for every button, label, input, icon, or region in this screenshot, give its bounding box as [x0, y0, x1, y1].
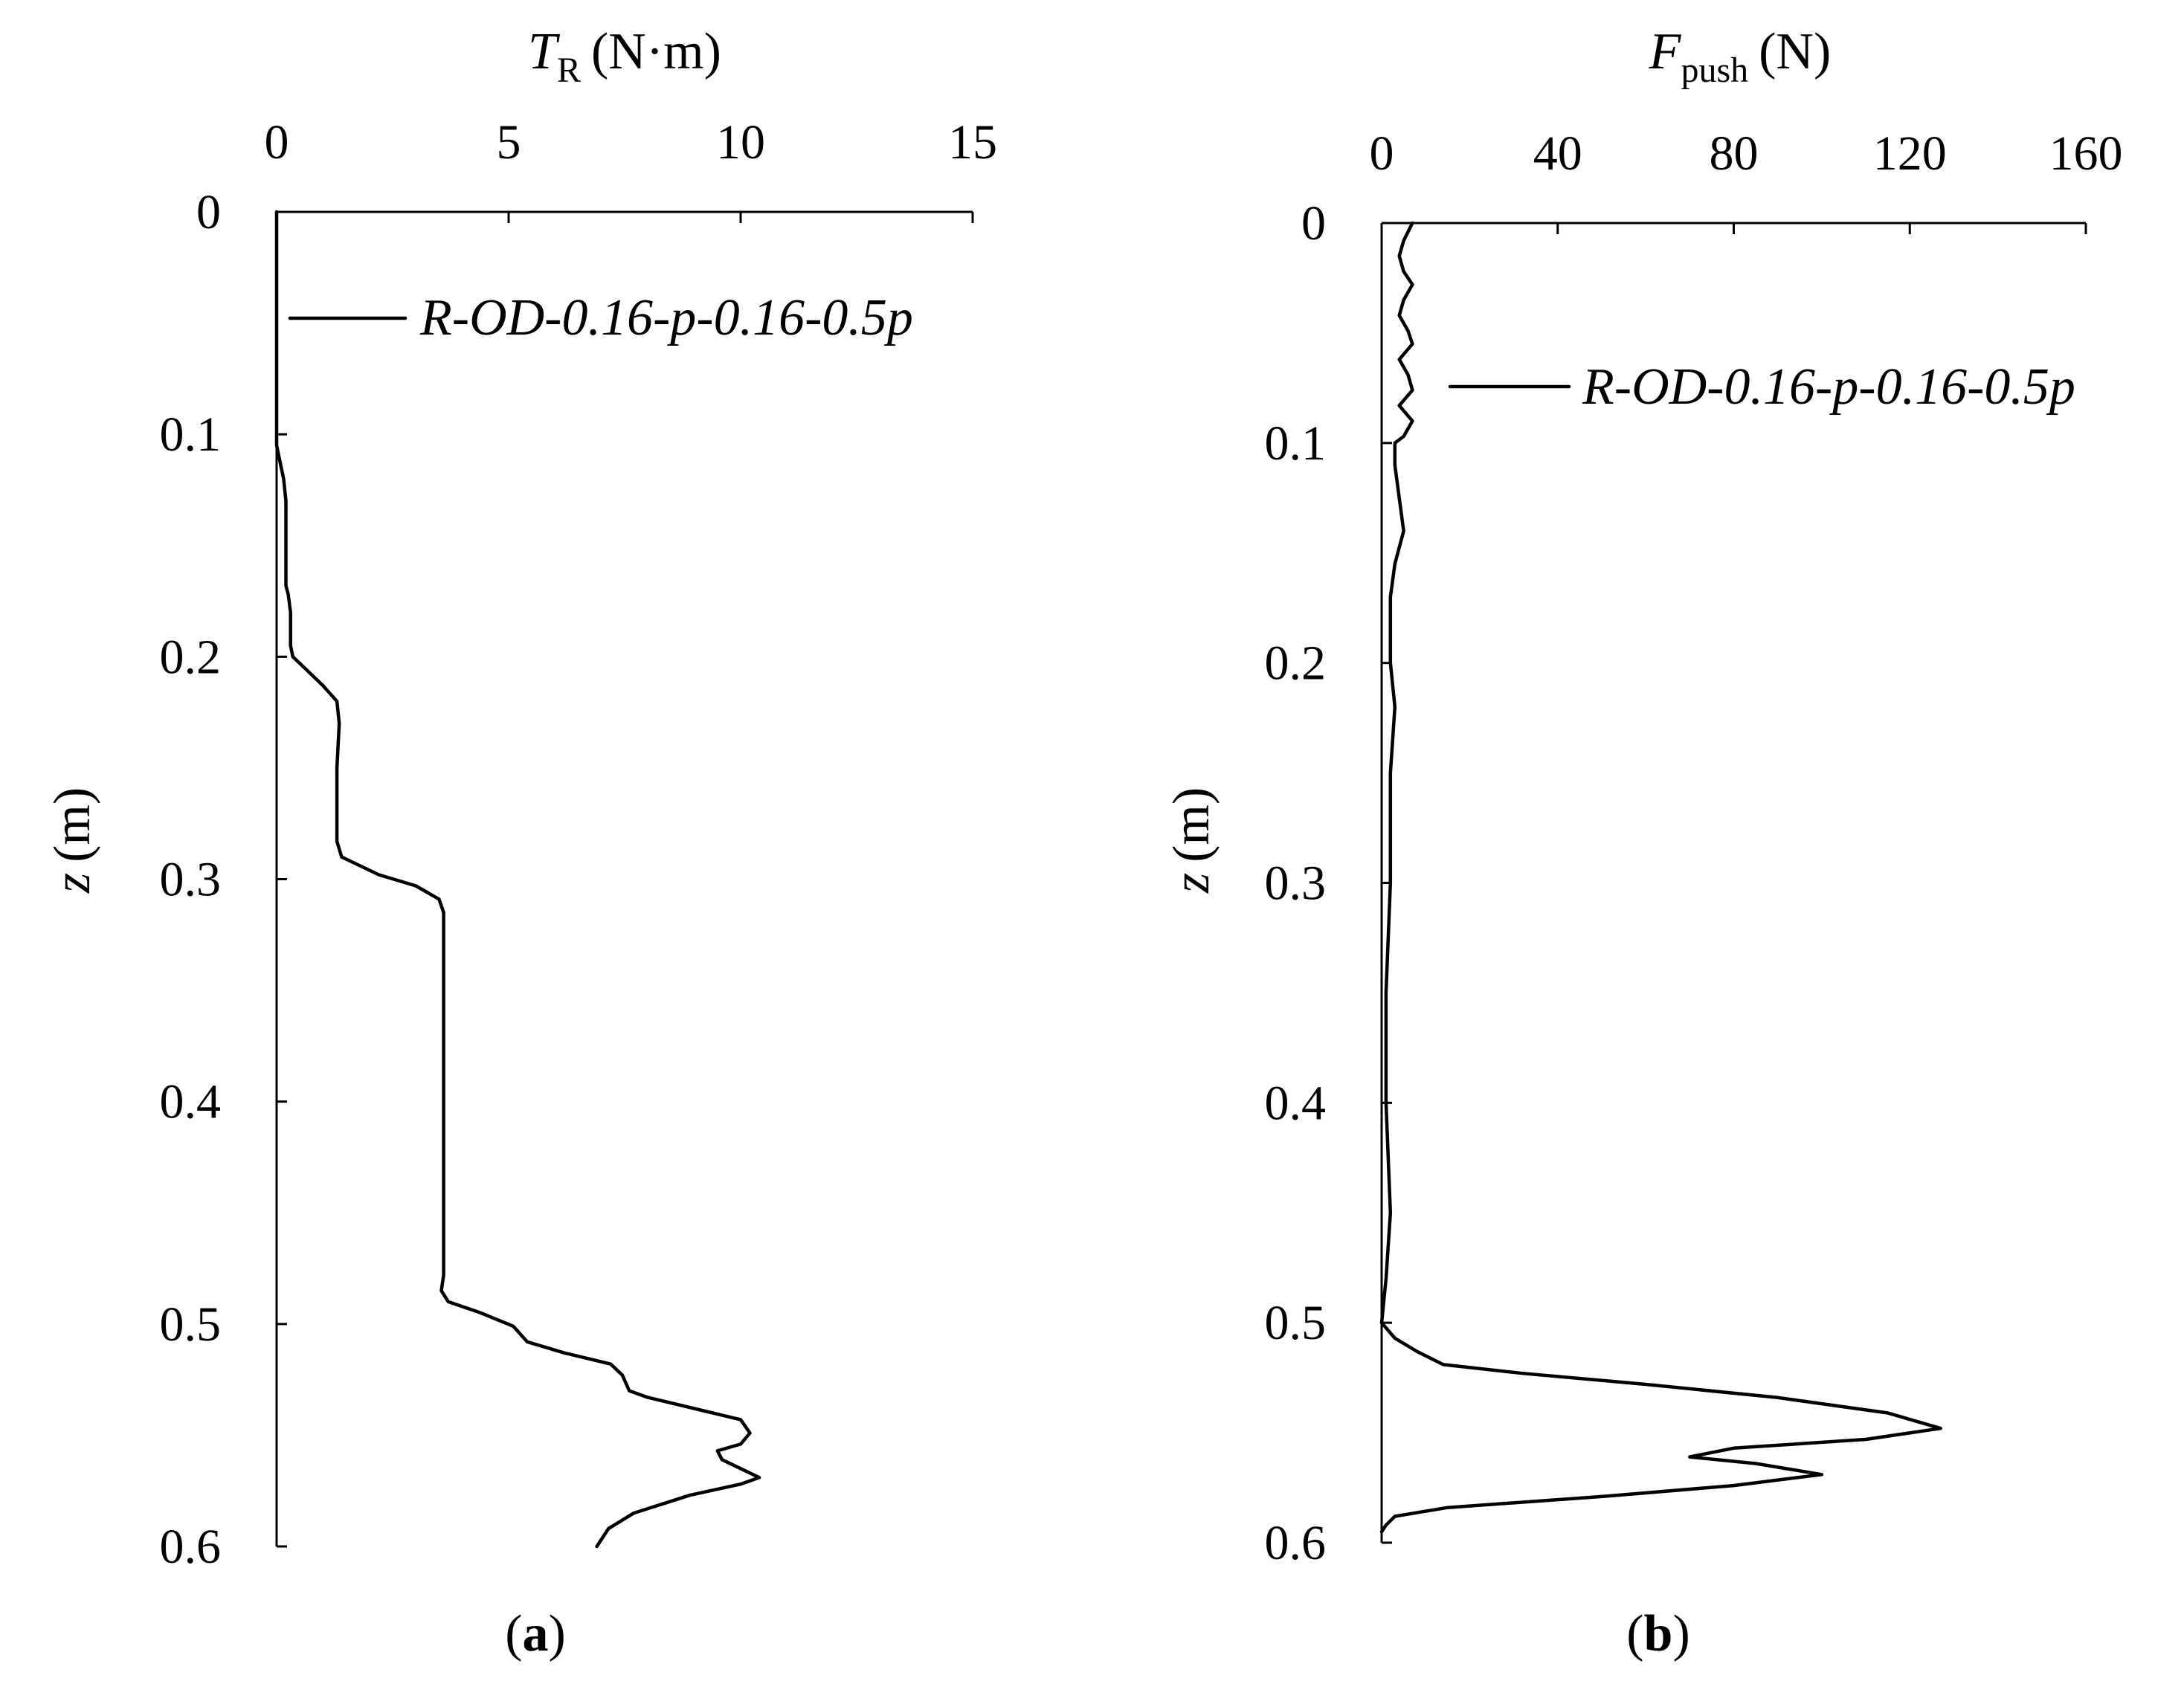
panel-b-y-tick-label: 0.4 [1265, 1076, 1327, 1130]
panel-b-y-tick-label: 0 [1301, 196, 1326, 251]
panel-a-x-tick-label: 0 [265, 115, 289, 170]
panel-a: 0 5 10 15 0 0.1 0.2 0.3 0.4 0.5 0.6 TR (N·m) z (m) R… [44, 23, 997, 1662]
panel-b-y-tick-label: 0.6 [1265, 1516, 1327, 1570]
panel-a-series-line [274, 210, 761, 1549]
panel-a-y-tick-label: 0.5 [160, 1297, 222, 1352]
panel-a-legend-label: R-OD-0.16-p-0.16-0.5p [419, 289, 913, 346]
panel-a-x-subscript: R [557, 51, 581, 90]
panel-a-x-tick-label: 10 [716, 115, 765, 170]
panel-a-y-tick-label: 0.2 [160, 630, 222, 684]
panel-a-y-symbol: z [44, 873, 101, 894]
panel-b-x-axis-title: Fpush (N) [1649, 23, 1832, 90]
panel-a-x-symbol: T [528, 23, 561, 80]
panel-b-series-line [1379, 221, 1942, 1534]
panel-b-y-tick-label: 0.3 [1265, 856, 1327, 911]
panel-a-y-tick-label: 0 [196, 185, 221, 239]
panel-a-y-tick-label: 0.3 [160, 853, 222, 907]
panel-a-y-tick-label: 0.1 [160, 407, 222, 462]
panel-b-x-tick-label: 120 [1873, 126, 1947, 181]
panel-b-ticks [1380, 222, 2087, 1544]
panel-b-y-tick-label: 0.1 [1265, 416, 1327, 471]
panel-b-x-symbol: F [1649, 23, 1682, 80]
panel-a-x-unit: (N·m) [591, 23, 721, 80]
panel-b-y-tick-label: 0.2 [1265, 636, 1327, 691]
panel-b-tick-labels: 0 40 80 120 160 0 0.1 0.2 0.3 0.4 0.5 0.6 [1265, 126, 2123, 1570]
panel-b-y-symbol: z [1163, 873, 1220, 894]
panel-a-tick-labels: 0 5 10 15 0 0.1 0.2 0.3 0.4 0.5 0.6 [160, 115, 998, 1574]
panel-b-x-unit: (N) [1759, 23, 1831, 80]
panel-b-caption-letter: b [1644, 1605, 1673, 1662]
panel-b-x-tick-label: 160 [2049, 126, 2123, 181]
panel-b-legend-label: R-OD-0.16-p-0.16-0.5p [1582, 358, 2075, 416]
panel-a-ticks [275, 210, 974, 1548]
panel-a-caption: (a) [505, 1605, 566, 1662]
panel-b-y-axis-title: z (m) [1163, 787, 1220, 894]
panel-b-x-tick-label: 0 [1370, 126, 1394, 181]
panel-b-y-unit: (m) [1163, 787, 1220, 862]
panel-b-x-subscript: push [1681, 51, 1748, 90]
panel-b-x-tick-label: 40 [1533, 126, 1582, 181]
panel-a-y-tick-label: 0.4 [160, 1075, 222, 1129]
panel-a-x-tick-label: 5 [497, 115, 521, 170]
panel-a-x-tick-label: 15 [948, 115, 997, 170]
panel-a-y-unit: (m) [44, 787, 101, 862]
panel-b-caption: (b) [1626, 1605, 1690, 1662]
panel-a-x-axis-title: TR (N·m) [528, 23, 721, 90]
panel-a-caption-letter: a [523, 1605, 549, 1662]
panel-a-y-axis-title: z (m) [44, 787, 101, 894]
panel-b-x-tick-label: 80 [1710, 126, 1759, 181]
panel-a-y-tick-label: 0.6 [160, 1520, 222, 1574]
panel-b-y-tick-label: 0.5 [1265, 1296, 1327, 1350]
